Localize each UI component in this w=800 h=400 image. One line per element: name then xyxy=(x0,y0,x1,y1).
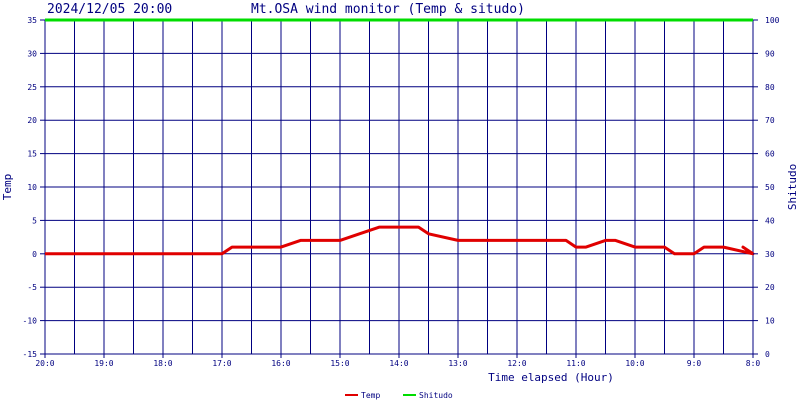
y-tick-label-right: 60 xyxy=(765,150,775,159)
x-tick-label: 16:0 xyxy=(271,359,290,368)
y-tick-label-right: 30 xyxy=(765,250,775,259)
tick-labels: -15 -10 -5 0 5 10 15 20 25 30 35 0 10 20 30 40 50 60 70 80 9… xyxy=(23,16,780,368)
y-tick-label-left: 0 xyxy=(32,250,37,259)
x-tick-label: 11:0 xyxy=(566,359,585,368)
y-tick-label-left: -5 xyxy=(27,283,37,292)
series-line-temp xyxy=(45,225,755,256)
y-axis-label-left: Temp xyxy=(1,174,14,201)
y-tick-label-right: 10 xyxy=(765,317,775,326)
x-tick-label: 8:0 xyxy=(746,359,761,368)
y-tick-label-left: 20 xyxy=(27,116,37,125)
y-tick-label-left: 25 xyxy=(27,83,37,92)
y-tick-label-left: 30 xyxy=(27,49,37,58)
y-tick-label-left: -10 xyxy=(23,317,38,326)
chart-datetime: 2024/12/05 20:00 xyxy=(47,2,172,17)
legend: Temp Shitudo xyxy=(345,391,453,400)
x-tick-label: 17:0 xyxy=(212,359,231,368)
x-tick-label: 13:0 xyxy=(448,359,467,368)
y-axis-label-right: Shitudo xyxy=(786,164,799,210)
x-tick-label: 10:0 xyxy=(625,359,644,368)
y-tick-label-right: 0 xyxy=(765,350,770,359)
x-tick-label: 15:0 xyxy=(330,359,349,368)
legend-label-shitudo: Shitudo xyxy=(419,391,453,400)
x-tick-label: 19:0 xyxy=(94,359,113,368)
x-tick-label: 9:0 xyxy=(687,359,702,368)
y-tick-label-right: 90 xyxy=(765,49,775,58)
x-tick-label: 12:0 xyxy=(507,359,526,368)
y-tick-label-left: 5 xyxy=(32,216,37,225)
x-axis-label: Time elapsed (Hour) xyxy=(488,371,614,384)
series-group xyxy=(45,18,755,256)
y-tick-label-left: 35 xyxy=(27,16,37,25)
y-tick-label-left: -15 xyxy=(23,350,38,359)
grid-lines xyxy=(44,19,754,355)
legend-label-temp: Temp xyxy=(361,391,380,400)
y-tick-label-right: 50 xyxy=(765,183,775,192)
y-tick-label-left: 15 xyxy=(27,150,37,159)
x-tick-label: 20:0 xyxy=(35,359,54,368)
y-tick-label-right: 40 xyxy=(765,216,775,225)
y-tick-label-right: 100 xyxy=(765,16,780,25)
chart-title: Mt.OSA wind monitor (Temp & situdo) xyxy=(251,2,525,17)
y-tick-label-right: 80 xyxy=(765,83,775,92)
x-tick-label: 18:0 xyxy=(153,359,172,368)
x-tick-label: 14:0 xyxy=(389,359,408,368)
y-tick-label-right: 70 xyxy=(765,116,775,125)
y-tick-label-right: 20 xyxy=(765,283,775,292)
y-tick-label-left: 10 xyxy=(27,183,37,192)
